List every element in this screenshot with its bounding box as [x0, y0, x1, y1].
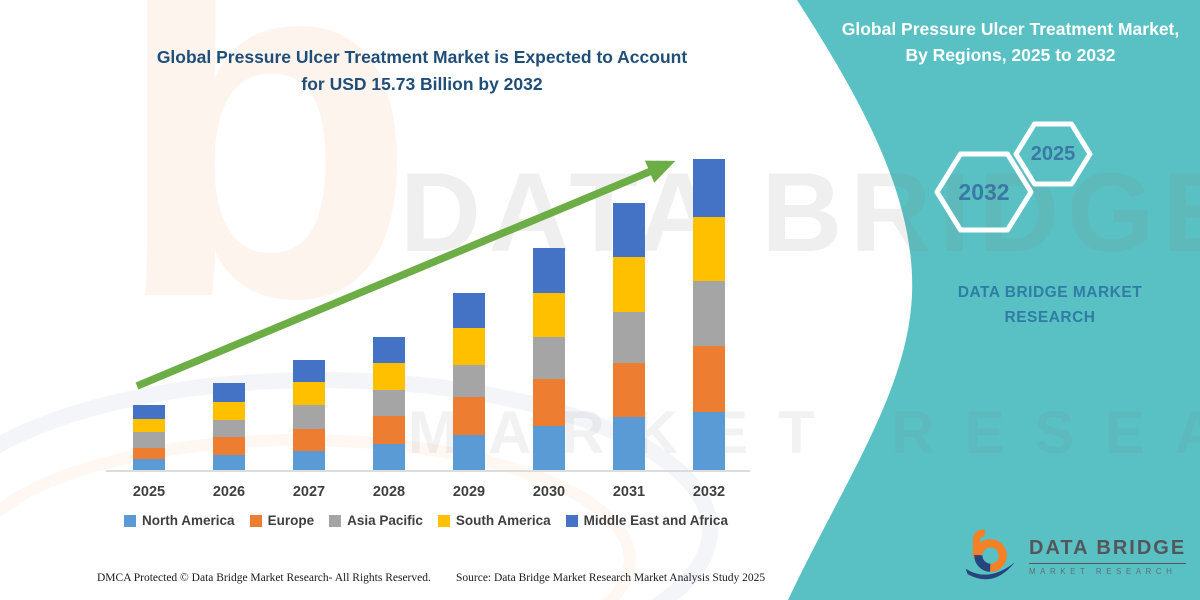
- bar-segment: [293, 451, 325, 471]
- logo-subtitle: MARKET RESEARCH: [1029, 566, 1177, 576]
- bar-segment: [533, 293, 565, 337]
- legend-item: Asia Pacific: [329, 513, 423, 528]
- logo-divider: [1029, 562, 1187, 564]
- bar-segment: [533, 336, 565, 379]
- bar-segment: [133, 404, 165, 420]
- x-axis-label: 2028: [372, 484, 406, 500]
- hexagon-2025-outline: [1013, 121, 1093, 187]
- legend-label: North America: [142, 513, 235, 528]
- x-axis-line: [106, 470, 750, 472]
- bar-segment: [453, 327, 485, 366]
- panel-brand-line2: RESEARCH: [1004, 308, 1096, 326]
- dmca-notice: DMCA Protected © Data Bridge Market Rese…: [97, 572, 431, 584]
- bar-segment: [293, 382, 325, 406]
- legend-label: South America: [455, 513, 551, 528]
- bar-segment: [533, 425, 565, 471]
- bar-segment: [213, 437, 245, 456]
- bar-segment: [693, 158, 725, 217]
- bar-segment: [693, 216, 725, 281]
- x-axis-label: 2031: [612, 484, 646, 500]
- hexagon-shapes: [934, 121, 1093, 233]
- legend-swatch: [124, 514, 137, 527]
- x-axis-label: 2029: [452, 484, 486, 500]
- bar-segment: [293, 405, 325, 429]
- chart-title: Global Pressure Ulcer Treatment Market i…: [88, 44, 756, 98]
- hexagon-2032-outline: [934, 151, 1034, 233]
- bar-segment: [613, 256, 645, 312]
- hexagon-year-2032: 2032: [958, 179, 1010, 205]
- x-axis-label: 2027: [292, 484, 326, 500]
- bar-segment: [373, 443, 405, 471]
- bar-segment: [693, 412, 725, 471]
- legend-item: South America: [437, 513, 551, 528]
- bar-segment: [453, 396, 485, 435]
- panel-brand-text: DATA BRIDGE MARKET RESEARCH: [905, 281, 1195, 331]
- hexagon-year-2025: 2025: [1030, 143, 1076, 165]
- data-bridge-logo: DATA BRIDGE MARKET RESEARCH: [963, 527, 1187, 585]
- bar-segment: [533, 378, 565, 426]
- legend-item: North America: [124, 513, 235, 528]
- legend-swatch: [565, 514, 578, 527]
- bar-segment: [373, 390, 405, 417]
- bar-segment: [453, 293, 485, 328]
- bar-segment: [613, 417, 645, 471]
- bar-segment: [373, 363, 405, 391]
- bar-segment: [293, 428, 325, 452]
- bar-segment: [613, 362, 645, 418]
- chart-title-line2: for USD 15.73 Billion by 2032: [301, 74, 543, 95]
- legend-label: Asia Pacific: [347, 513, 423, 528]
- bar-segment: [213, 420, 245, 438]
- bar-segment: [453, 365, 485, 397]
- bar-segment: [373, 336, 405, 364]
- legend-swatch: [329, 514, 342, 527]
- logo-name: DATA BRIDGE: [1029, 536, 1187, 559]
- side-panel-title: Global Pressure Ulcer Treatment Market, …: [841, 19, 1180, 66]
- legend-item: Europe: [249, 513, 315, 528]
- watermark-market-research: MARKET RESEARCH: [408, 399, 1200, 466]
- chart-title-line1: Global Pressure Ulcer Treatment Market i…: [156, 47, 688, 67]
- bar-segment: [213, 455, 245, 471]
- bar-segment: [453, 434, 485, 471]
- x-axis-label: 2025: [132, 484, 166, 500]
- bar-segment: [213, 383, 245, 403]
- legend-swatch: [437, 514, 450, 527]
- x-axis-label: 2026: [212, 484, 246, 500]
- legend-item: Middle East and Africa: [565, 513, 728, 528]
- bar-segment: [373, 416, 405, 444]
- bar-segment: [613, 311, 645, 363]
- bar-segment: [133, 419, 165, 432]
- x-axis-label: 2032: [692, 484, 726, 500]
- chart-legend: North America Europe Asia Pacific South Ame…: [90, 513, 762, 528]
- bar-segment: [693, 280, 725, 346]
- legend-swatch: [249, 514, 262, 527]
- bar-segment: [213, 402, 245, 421]
- data-bridge-logo-icon: [965, 529, 1015, 580]
- bar-segment: [133, 447, 165, 460]
- bar-segment: [613, 202, 645, 257]
- bar-segment: [693, 346, 725, 413]
- x-axis-label: 2030: [532, 484, 566, 500]
- legend-label: Europe: [267, 513, 315, 528]
- legend-label: Middle East and Africa: [583, 513, 728, 528]
- bar-segment: [533, 247, 565, 294]
- bar-segment: [133, 431, 165, 448]
- source-note: Source: Data Bridge Market Research Mark…: [456, 572, 766, 584]
- bar-segment: [293, 360, 325, 383]
- panel-brand-line1: DATA BRIDGE MARKET: [957, 284, 1143, 301]
- bar-segment: [133, 459, 165, 471]
